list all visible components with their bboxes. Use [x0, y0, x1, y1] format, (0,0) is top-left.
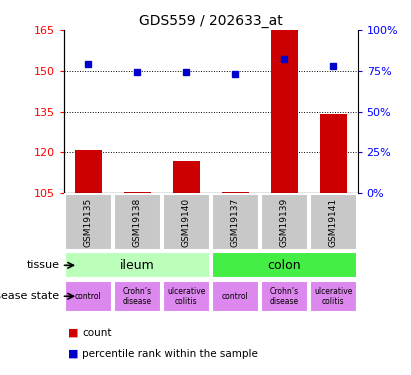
Text: ulcerative
colitis: ulcerative colitis — [314, 286, 352, 306]
Text: GSM19140: GSM19140 — [182, 198, 191, 247]
Text: GSM19138: GSM19138 — [133, 198, 142, 247]
Bar — [309, 194, 357, 250]
Bar — [173, 160, 200, 193]
Text: Crohn’s
disease: Crohn’s disease — [122, 286, 152, 306]
Bar — [320, 114, 346, 193]
Text: ulcerative
colitis: ulcerative colitis — [167, 286, 206, 306]
Text: percentile rank within the sample: percentile rank within the sample — [82, 349, 258, 359]
Text: control: control — [75, 292, 102, 301]
Text: ■: ■ — [68, 349, 79, 359]
Text: GSM19139: GSM19139 — [279, 198, 289, 247]
Bar — [163, 281, 210, 312]
Text: GSM19141: GSM19141 — [328, 198, 337, 247]
Bar — [75, 150, 102, 193]
Bar — [222, 192, 249, 193]
Bar — [65, 252, 210, 278]
Bar — [114, 194, 161, 250]
Bar — [65, 194, 112, 250]
Bar — [114, 281, 161, 312]
Bar — [163, 194, 210, 250]
Bar — [65, 281, 112, 312]
Text: ■: ■ — [68, 328, 79, 338]
Text: control: control — [222, 292, 249, 301]
Bar — [270, 30, 298, 193]
Text: colon: colon — [267, 259, 301, 272]
Bar — [212, 194, 259, 250]
Text: Crohn’s
disease: Crohn’s disease — [270, 286, 299, 306]
Text: count: count — [82, 328, 112, 338]
Bar — [309, 281, 357, 312]
Text: tissue: tissue — [27, 260, 60, 270]
Bar — [261, 281, 307, 312]
Text: disease state: disease state — [0, 291, 60, 301]
Text: ileum: ileum — [120, 259, 155, 272]
Bar — [261, 194, 307, 250]
Text: GSM19135: GSM19135 — [84, 198, 93, 247]
Bar — [124, 192, 151, 193]
Text: GSM19137: GSM19137 — [231, 198, 240, 247]
Title: GDS559 / 202633_at: GDS559 / 202633_at — [139, 13, 282, 28]
Bar — [212, 252, 357, 278]
Bar — [212, 281, 259, 312]
